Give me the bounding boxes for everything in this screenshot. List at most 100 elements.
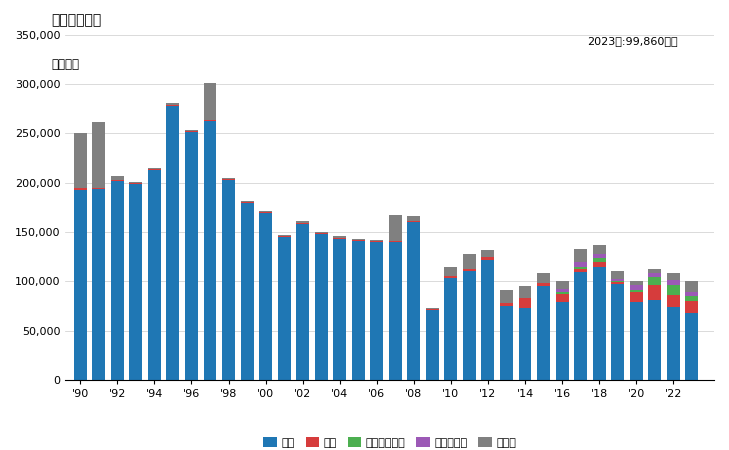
Bar <box>667 274 679 280</box>
Bar <box>611 284 624 380</box>
Bar <box>185 131 198 132</box>
Bar <box>222 180 235 380</box>
Bar <box>593 266 606 380</box>
Bar <box>74 189 87 380</box>
Bar <box>537 284 550 286</box>
Bar <box>426 310 439 380</box>
Bar <box>130 183 142 184</box>
Bar <box>278 235 291 236</box>
Bar <box>537 286 550 380</box>
Bar <box>130 184 142 380</box>
Bar <box>593 261 606 266</box>
Bar <box>222 178 235 179</box>
Bar <box>611 271 624 279</box>
Bar <box>352 239 364 240</box>
Bar <box>241 203 254 380</box>
Bar <box>574 270 587 272</box>
Bar <box>370 241 383 242</box>
Bar <box>611 279 624 281</box>
Bar <box>500 290 513 303</box>
Bar <box>315 232 327 233</box>
Bar <box>315 234 327 380</box>
Bar <box>203 121 217 380</box>
Bar <box>259 213 272 380</box>
Bar <box>463 271 476 380</box>
Bar <box>667 285 679 295</box>
Bar <box>333 239 346 380</box>
Bar <box>352 240 364 241</box>
Bar <box>185 132 198 380</box>
Bar <box>148 169 161 170</box>
Bar <box>574 261 587 266</box>
Bar <box>667 307 679 380</box>
Bar <box>148 168 161 169</box>
Bar <box>296 223 309 224</box>
Bar <box>333 238 346 239</box>
Text: 2023年:99,860トン: 2023年:99,860トン <box>588 36 678 46</box>
Bar <box>426 309 439 310</box>
Bar <box>648 285 661 300</box>
Bar <box>278 236 291 237</box>
Text: 単位トン: 単位トン <box>51 58 79 72</box>
Bar <box>648 300 661 380</box>
Bar <box>481 256 494 260</box>
Bar <box>518 298 531 308</box>
Bar <box>481 260 494 380</box>
Bar <box>593 254 606 258</box>
Bar <box>648 274 661 277</box>
Bar <box>445 266 457 276</box>
Bar <box>630 285 643 290</box>
Bar <box>389 242 402 380</box>
Bar <box>222 179 235 180</box>
Bar <box>574 272 587 380</box>
Bar <box>593 245 606 254</box>
Bar <box>685 292 698 296</box>
Bar <box>518 286 531 298</box>
Bar <box>185 130 198 131</box>
Bar <box>333 236 346 238</box>
Bar <box>555 292 569 294</box>
Bar <box>166 103 179 105</box>
Bar <box>389 215 402 241</box>
Bar <box>667 280 679 285</box>
Bar <box>685 281 698 292</box>
Bar <box>148 170 161 380</box>
Bar <box>370 242 383 380</box>
Bar <box>630 290 643 292</box>
Bar <box>463 254 476 270</box>
Bar <box>685 301 698 313</box>
Bar <box>93 122 105 188</box>
Bar <box>408 222 421 380</box>
Bar <box>74 188 87 189</box>
Bar <box>111 180 124 181</box>
Bar <box>93 189 105 380</box>
Bar <box>370 240 383 241</box>
Bar <box>241 202 254 203</box>
Bar <box>611 282 624 284</box>
Text: 輸入量の推移: 輸入量の推移 <box>51 14 101 27</box>
Bar <box>574 249 587 261</box>
Bar <box>685 296 698 301</box>
Bar <box>203 83 217 120</box>
Legend: 中国, 韓国, オーストリア, パキスタン, その他: 中国, 韓国, オーストリア, パキスタン, その他 <box>259 433 521 450</box>
Bar <box>667 295 679 307</box>
Bar <box>296 224 309 380</box>
Bar <box>481 250 494 256</box>
Bar <box>445 276 457 279</box>
Bar <box>685 313 698 380</box>
Bar <box>518 308 531 380</box>
Bar <box>555 294 569 302</box>
Bar <box>259 212 272 213</box>
Bar <box>445 279 457 380</box>
Bar <box>630 302 643 380</box>
Bar <box>166 106 179 380</box>
Bar <box>426 308 439 309</box>
Bar <box>408 216 421 221</box>
Bar <box>555 302 569 380</box>
Bar <box>648 277 661 285</box>
Bar <box>537 274 550 284</box>
Bar <box>630 292 643 302</box>
Bar <box>74 133 87 188</box>
Bar <box>408 221 421 222</box>
Bar <box>296 221 309 223</box>
